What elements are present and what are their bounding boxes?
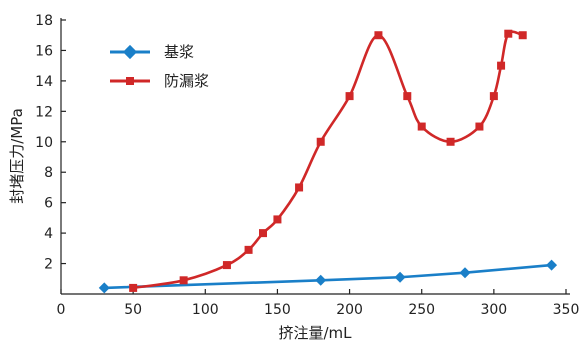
y-tick-label-3: 8 — [44, 165, 53, 181]
series-0-point-0 — [98, 282, 110, 294]
x-tick-label-1: 50 — [124, 302, 142, 318]
x-ticks: 0 50 100 150 200 250 300 350 — [57, 289, 580, 318]
legend-marker-1 — [126, 77, 134, 85]
series-1-point-1 — [179, 276, 188, 285]
series-1-point-13 — [475, 122, 484, 131]
axes — [60, 18, 570, 295]
y-tick-label-7: 16 — [35, 43, 53, 59]
series-1-point-7 — [316, 137, 325, 146]
y-axis-title: 封堵压力/MPa — [8, 108, 26, 204]
legend-label-0: 基浆 — [164, 43, 194, 61]
x-tick-label-7: 350 — [553, 302, 580, 318]
series-1-point-3 — [244, 245, 253, 254]
legend-entry-1: 防漏浆 — [110, 72, 209, 90]
x-axis-title: 挤注量/mL — [278, 324, 352, 342]
series-1-point-8 — [345, 92, 354, 101]
series-line-1 — [132, 30, 524, 290]
x-tick-label-0: 0 — [57, 302, 66, 318]
y-tick-label-2: 6 — [44, 196, 53, 212]
legend-label-1: 防漏浆 — [164, 72, 209, 90]
series-1-point-10 — [403, 92, 412, 101]
y-tick-label-8: 18 — [35, 13, 53, 29]
series-1-point-16 — [504, 29, 513, 38]
x-tick-label-6: 300 — [480, 302, 507, 318]
y-tick-label-6: 14 — [35, 74, 53, 90]
x-tick-label-3: 150 — [264, 302, 291, 318]
legend-marker-0 — [122, 44, 138, 60]
x-tick-label-4: 200 — [336, 302, 363, 318]
series-0-point-1 — [315, 274, 327, 286]
y-tick-label-5: 12 — [35, 104, 53, 120]
x-tick-label-5: 250 — [408, 302, 435, 318]
series-1-point-17 — [518, 31, 527, 40]
y-tick-label-4: 10 — [35, 135, 53, 151]
series-0-point-2 — [394, 271, 406, 283]
series-1-point-2 — [222, 261, 231, 270]
series-1-point-9 — [374, 31, 383, 40]
series-1-point-14 — [489, 92, 498, 101]
series-1-point-11 — [417, 122, 426, 131]
series-layer — [98, 29, 558, 294]
series-0-point-4 — [546, 259, 558, 271]
series-1-point-0 — [129, 283, 138, 292]
legend: 基浆 防漏浆 — [110, 43, 209, 90]
series-1-point-6 — [295, 183, 304, 192]
series-0-point-3 — [459, 267, 471, 279]
y-tick-label-1: 4 — [44, 226, 53, 242]
series-1-point-15 — [497, 61, 506, 70]
series-line-0 — [104, 263, 552, 290]
legend-entry-0: 基浆 — [110, 43, 194, 61]
series-1-point-12 — [446, 137, 455, 146]
x-tick-label-2: 100 — [192, 302, 219, 318]
y-ticks: 2 4 6 8 10 12 14 16 18 — [35, 13, 66, 273]
series-1-point-4 — [259, 229, 267, 238]
series-1-point-5 — [273, 215, 282, 224]
y-tick-label-0: 2 — [44, 257, 53, 273]
